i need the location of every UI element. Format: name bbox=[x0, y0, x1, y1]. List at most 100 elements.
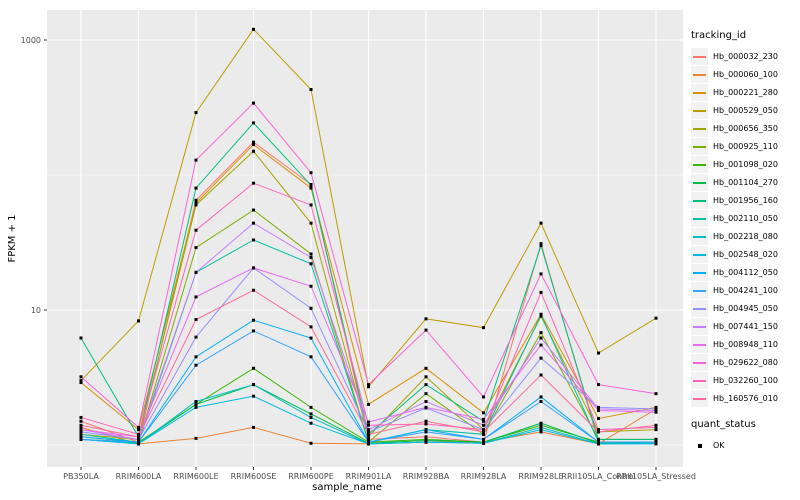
data-point[interactable] bbox=[424, 375, 428, 379]
data-point[interactable] bbox=[367, 435, 370, 439]
data-point[interactable] bbox=[539, 221, 543, 225]
data-point[interactable] bbox=[79, 430, 83, 434]
data-point[interactable] bbox=[194, 270, 198, 274]
data-point[interactable] bbox=[424, 366, 428, 370]
data-point[interactable] bbox=[252, 149, 255, 153]
data-point[interactable] bbox=[654, 316, 658, 320]
data-point[interactable] bbox=[367, 430, 370, 434]
data-point[interactable] bbox=[309, 306, 313, 310]
data-point[interactable] bbox=[309, 415, 313, 419]
data-point[interactable] bbox=[654, 428, 658, 432]
data-point[interactable] bbox=[309, 421, 313, 425]
legend-entry-ok[interactable]: OK bbox=[691, 436, 799, 454]
data-point[interactable] bbox=[539, 331, 543, 335]
data-point[interactable] bbox=[597, 407, 600, 411]
data-point[interactable] bbox=[252, 101, 255, 105]
data-point[interactable] bbox=[252, 181, 255, 185]
data-point[interactable] bbox=[309, 87, 313, 91]
data-point[interactable] bbox=[252, 143, 255, 147]
data-point[interactable] bbox=[654, 409, 658, 413]
data-point[interactable] bbox=[367, 428, 370, 432]
data-point[interactable] bbox=[597, 409, 600, 413]
data-point[interactable] bbox=[654, 440, 658, 444]
data-point[interactable] bbox=[539, 421, 543, 425]
data-point[interactable] bbox=[137, 437, 140, 441]
legend-entry-Hb_004945_050[interactable]: Hb_004945_050 bbox=[691, 299, 799, 317]
legend-entry-Hb_000060_100[interactable]: Hb_000060_100 bbox=[691, 65, 799, 83]
data-point[interactable] bbox=[539, 290, 543, 294]
data-point[interactable] bbox=[424, 438, 428, 442]
data-point[interactable] bbox=[424, 392, 428, 396]
data-point[interactable] bbox=[309, 221, 313, 225]
data-point[interactable] bbox=[482, 423, 485, 427]
legend-entry-Hb_002218_080[interactable]: Hb_002218_080 bbox=[691, 227, 799, 245]
data-point[interactable] bbox=[79, 432, 83, 436]
data-point[interactable] bbox=[79, 428, 83, 432]
data-point[interactable] bbox=[424, 383, 428, 387]
data-point[interactable] bbox=[309, 441, 313, 445]
data-point[interactable] bbox=[79, 379, 83, 383]
legend-entry-Hb_032260_100[interactable]: Hb_032260_100 bbox=[691, 371, 799, 389]
data-point[interactable] bbox=[194, 318, 198, 322]
data-point[interactable] bbox=[482, 430, 485, 434]
data-point[interactable] bbox=[424, 422, 428, 426]
data-point[interactable] bbox=[654, 423, 658, 427]
legend-entry-Hb_029622_080[interactable]: Hb_029622_080 bbox=[691, 353, 799, 371]
data-point[interactable] bbox=[597, 351, 600, 355]
data-point[interactable] bbox=[309, 284, 313, 288]
data-point[interactable] bbox=[367, 440, 370, 444]
data-point[interactable] bbox=[424, 405, 428, 409]
data-point[interactable] bbox=[482, 417, 485, 421]
legend-entry-Hb_002548_020[interactable]: Hb_002548_020 bbox=[691, 245, 799, 263]
data-point[interactable] bbox=[252, 140, 255, 144]
legend-entry-Hb_000221_280[interactable]: Hb_000221_280 bbox=[691, 83, 799, 101]
data-point[interactable] bbox=[194, 436, 198, 440]
data-point[interactable] bbox=[539, 425, 543, 429]
legend-entry-Hb_160576_010[interactable]: Hb_160576_010 bbox=[691, 389, 799, 407]
data-point[interactable] bbox=[424, 435, 428, 439]
data-point[interactable] bbox=[539, 272, 543, 276]
data-point[interactable] bbox=[424, 440, 428, 444]
data-point[interactable] bbox=[309, 171, 313, 175]
legend-entry-Hb_002110_050[interactable]: Hb_002110_050 bbox=[691, 209, 799, 227]
data-point[interactable] bbox=[194, 405, 198, 409]
data-point[interactable] bbox=[252, 383, 255, 387]
data-point[interactable] bbox=[654, 442, 658, 446]
data-point[interactable] bbox=[252, 27, 255, 31]
data-point[interactable] bbox=[309, 325, 313, 329]
data-point[interactable] bbox=[309, 203, 313, 207]
data-point[interactable] bbox=[367, 420, 370, 424]
data-point[interactable] bbox=[137, 435, 140, 439]
data-point[interactable] bbox=[597, 442, 600, 446]
data-point[interactable] bbox=[482, 411, 485, 415]
data-point[interactable] bbox=[424, 419, 428, 423]
data-point[interactable] bbox=[194, 246, 198, 250]
data-point[interactable] bbox=[539, 356, 543, 360]
data-point[interactable] bbox=[79, 437, 83, 441]
data-point[interactable] bbox=[309, 262, 313, 266]
data-point[interactable] bbox=[79, 435, 83, 439]
data-point[interactable] bbox=[654, 410, 658, 414]
data-point[interactable] bbox=[654, 392, 658, 396]
data-point[interactable] bbox=[137, 442, 140, 446]
data-point[interactable] bbox=[194, 363, 198, 367]
data-point[interactable] bbox=[424, 317, 428, 321]
data-point[interactable] bbox=[482, 437, 485, 441]
data-point[interactable] bbox=[482, 395, 485, 399]
data-point[interactable] bbox=[252, 394, 255, 398]
legend-entry-Hb_001956_160[interactable]: Hb_001956_160 bbox=[691, 191, 799, 209]
data-point[interactable] bbox=[252, 366, 255, 370]
data-point[interactable] bbox=[194, 400, 198, 404]
data-point[interactable] bbox=[79, 423, 83, 427]
data-point[interactable] bbox=[252, 288, 255, 292]
data-point[interactable] bbox=[539, 242, 543, 246]
data-point[interactable] bbox=[482, 419, 485, 423]
data-point[interactable] bbox=[309, 183, 313, 187]
data-point[interactable] bbox=[424, 428, 428, 432]
data-point[interactable] bbox=[367, 442, 370, 446]
data-point[interactable] bbox=[482, 326, 485, 330]
data-point[interactable] bbox=[424, 328, 428, 332]
data-point[interactable] bbox=[539, 336, 543, 340]
data-point[interactable] bbox=[194, 158, 198, 162]
data-point[interactable] bbox=[194, 203, 198, 207]
